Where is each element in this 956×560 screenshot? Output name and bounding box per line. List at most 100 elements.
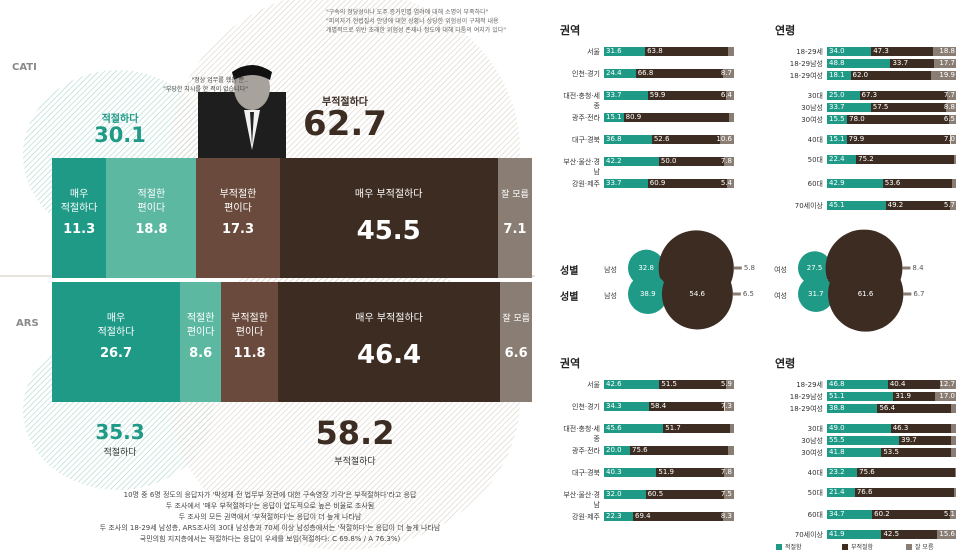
breakdown-bar-segment [934,392,956,401]
gender-group-label: 남성 [604,292,617,300]
legend-swatch-appropriate [776,544,782,550]
breakdown-bar-segment [827,510,873,519]
breakdown-bar-value: 46.8 [829,380,845,388]
breakdown-bar-value: 24.4 [606,69,622,77]
breakdown-bar-segment [885,201,950,210]
breakdown-bar-value: 42.6 [606,380,622,388]
gender-group-label: 남성 [604,266,617,274]
bubble-appropriate-value: 38.9 [639,290,656,298]
breakdown-bar-value: 40.4 [889,380,906,388]
breakdown-bar-value: 75.6 [859,468,875,476]
breakdown-bar-value: 63.8 [647,47,663,55]
breakdown-category-label: 광주·전라 [572,447,600,455]
breakdown-bar-segment [827,91,860,100]
breakdown-category-label: 강원·제주 [572,180,600,188]
breakdown-bar-segment [604,113,624,122]
breakdown-category-label: 60대 [807,180,823,188]
breakdown-bar-segment [881,448,951,457]
breakdown-category-label: 부산·울산·경남 [563,491,600,509]
ars-segment-3: 매우 부적절하다 46.4 [277,282,501,402]
cati-segment-value: 17.3 [221,222,255,237]
breakdown-bar-value: 41.8 [829,448,845,456]
breakdown-bar-value: 21.4 [829,488,845,496]
breakdown-bar-segment [827,404,878,413]
breakdown-bar-segment [950,404,956,413]
breakdown-bar-segment [952,179,956,188]
breakdown-bar-value: 34.0 [829,47,845,55]
cati-appropriate-total: 30.1 [94,123,146,147]
cati-segment-label: 매우 적절하다 [60,189,98,214]
breakdown-bar-value: 6.5 [943,115,955,123]
gender-bubbles [628,258,741,330]
breakdown-bar-value: 34.7 [829,510,845,518]
bubble-dontknow-value: 6.5 [742,290,754,298]
breakdown-bar-segment [948,115,956,124]
ars-appropriate-total: 35.3 [95,420,145,444]
cati-stacked-bar: 매우 적절하다 11.3 적절한 편이다 18.8 부적절한 편이다 17.3 매우 부적절… [52,158,532,278]
breakdown-bar-segment [726,179,734,188]
ars-segment-label: 잘 모름 [502,314,531,324]
cati-segment-4: 잘 모름 7.1 [497,158,532,278]
breakdown-bar-value: 31.6 [606,47,622,55]
breakdown-bar-value: 49.2 [887,201,904,209]
breakdown-bar-segment [724,402,734,411]
breakdown-bar-segment [647,91,726,100]
cati-inappropriate-total: 62.7 [303,104,387,144]
breakdown-bar-value: 78.0 [849,115,865,123]
breakdown-category-label: 18-29여성 [789,405,823,413]
gender-title: 성별 [560,266,579,277]
breakdown-bar-value: 10.6 [716,135,732,143]
breakdown-category-label: 인천·경기 [572,403,600,411]
summary-line: 두 조사의 모든 권역에서 '부적절하다'는 응답이 더 높게 나타남 [178,513,362,521]
breakdown-bar-value: 8.7 [720,69,732,77]
breakdown-bar-segment [604,135,652,144]
legend-swatch-dontknow [906,544,912,550]
breakdown-category-label: 광주·전라 [572,114,600,122]
breakdown-bar-segment [645,490,725,499]
breakdown-bar-segment [728,446,734,455]
breakdown-bar-segment [940,380,956,389]
breakdown-bar-segment [663,424,731,433]
breakdown-bar-value: 45.6 [606,424,622,432]
breakdown-category-label: 대구·경북 [572,469,600,477]
breakdown-bar-segment [859,91,947,100]
breakdown-bar-segment [722,69,734,78]
breakdown-bar-value: 15.6 [939,530,955,538]
breakdown-bar-segment [723,157,734,166]
breakdown-bar-value: 59.9 [649,91,666,99]
cati-segment-2: 부적절한 편이다 17.3 [196,158,280,278]
breakdown-bar-segment [827,530,882,539]
breakdown-bar-value: 33.7 [606,179,622,187]
bubble-appropriate [798,275,835,313]
breakdown-bar-segment [931,71,956,80]
breakdown-bar-value: 33.7 [606,91,622,99]
ars-inappropriate-total: 58.2 [315,414,395,452]
breakdown-bar-segment [827,380,888,389]
breakdown-bar-segment [950,448,956,457]
breakdown-bar-value: 15.1 [606,113,622,121]
ars-segment-value: 11.8 [233,346,266,361]
ars-segment-value: 46.4 [357,340,422,370]
gender-group-label: 여성 [774,292,787,300]
cati-segment-label: 잘 모름 [501,190,529,200]
breakdown-bar-segment [635,69,723,78]
breakdown-bar-segment [648,402,725,411]
breakdown-bar-segment [604,424,664,433]
bubble-appropriate [628,274,668,314]
quote-top: "구속의 정당성이나 도주 증거인멸 염려에 대해 소명이 부족하다" "피의자… [326,9,507,34]
ars-segment-1: 적절한 편이다 8.6 [180,282,222,402]
summary-line: 10명 중 6명 정도의 응답자가 '박성재 전 법무부 장관에 대한 구속영장… [123,491,417,499]
breakdown-bar-segment [656,468,724,477]
ars-segment-label: 부적절한 편이다 [231,313,268,338]
bubble-dontknow-value: 5.8 [743,264,755,272]
breakdown-bar-segment [604,91,648,100]
breakdown-bar-segment [723,512,734,521]
ars-segment-label: 적절한 편이다 [186,313,215,338]
breakdown-bar-segment [827,59,891,68]
breakdown-bar-value: 7.8 [720,157,732,165]
breakdown-bar-value: 51.5 [661,380,677,388]
breakdown-bar-value: 48.8 [829,59,845,67]
breakdown-bar-segment [827,155,857,164]
summary-line: 두 조사에서 '매우 부적절하다'는 응답이 압도적으로 높은 비율로 조사됨 [165,502,375,510]
breakdown-bar-segment [950,135,956,144]
